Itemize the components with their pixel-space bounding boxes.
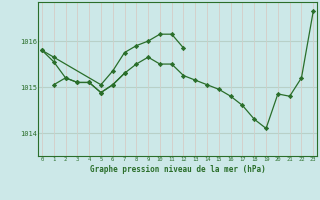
- X-axis label: Graphe pression niveau de la mer (hPa): Graphe pression niveau de la mer (hPa): [90, 165, 266, 174]
